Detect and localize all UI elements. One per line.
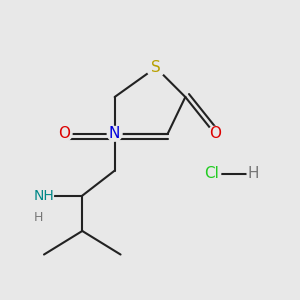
Text: S: S [151, 60, 161, 75]
Text: NH: NH [34, 189, 54, 202]
Text: O: O [209, 126, 221, 141]
Text: O: O [58, 126, 70, 141]
Circle shape [203, 165, 221, 182]
Circle shape [207, 126, 222, 141]
Circle shape [34, 186, 53, 205]
Circle shape [107, 126, 122, 141]
Text: Cl: Cl [204, 166, 219, 181]
Circle shape [146, 58, 165, 77]
Circle shape [247, 168, 259, 179]
Text: N: N [109, 126, 120, 141]
Text: H: H [247, 166, 259, 181]
Circle shape [57, 126, 72, 141]
Text: H: H [33, 211, 43, 224]
